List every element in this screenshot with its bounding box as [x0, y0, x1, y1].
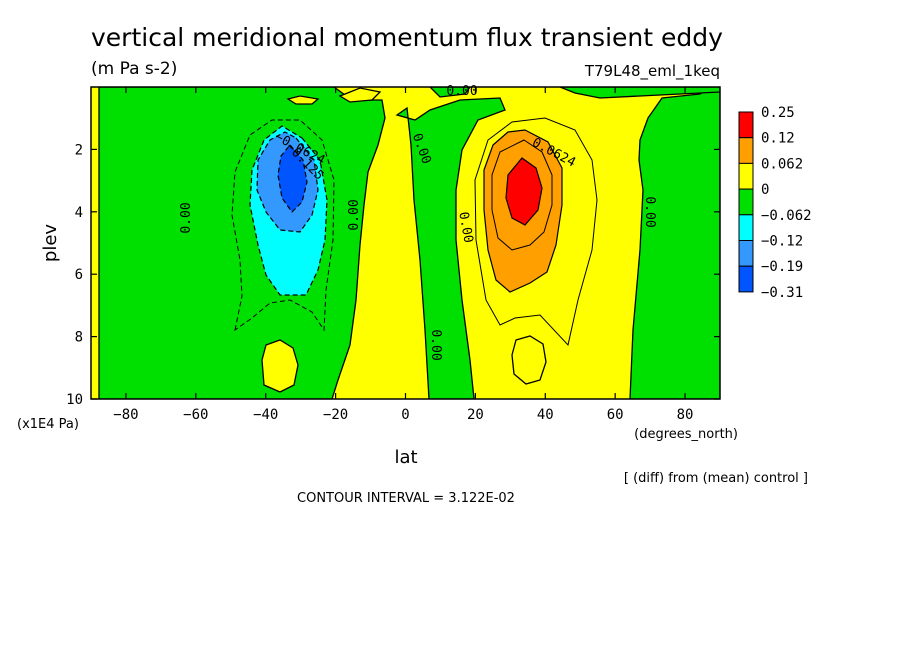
colorbar-swatch: [738, 188, 754, 216]
x-axis-units: (degrees_north): [634, 427, 738, 442]
x-tick-label: 40: [537, 407, 554, 423]
y-axis: 2 4 6 8 10: [66, 142, 720, 408]
x-tick-label: 20: [467, 407, 484, 423]
contour-label: 0.00: [455, 211, 475, 244]
region-blue-core: [277, 144, 308, 213]
contour-positive-outer: [474, 117, 598, 347]
colorbar: 0.25 0.12 0.062 0 −0.062 −0.12 −0.19 −0.31: [738, 105, 812, 301]
colorbar-label: −0.062: [761, 208, 812, 224]
region-green-top-right: [559, 87, 720, 99]
colorbar-swatch: [738, 111, 754, 139]
region-green-middle: [395, 97, 506, 399]
contour-label: 0.00: [179, 202, 194, 233]
colorbar-swatch: [738, 137, 754, 164]
x-tick-label: −80: [113, 407, 138, 423]
x-tick-label: 80: [677, 407, 694, 423]
region-green-north: [629, 87, 720, 399]
contour-label: 0.00: [347, 199, 362, 230]
y-axis-units: (x1E4 Pa): [17, 417, 79, 432]
colorbar-label: −0.19: [761, 259, 803, 275]
colorbar-swatch: [738, 265, 754, 293]
contour-negative-outer: [231, 119, 335, 332]
colorbar-label: 0: [761, 182, 769, 198]
colorbar-swatch: [738, 162, 754, 190]
chart-units: (m Pa s-2): [91, 59, 177, 79]
colorbar-label: 0.12: [761, 131, 795, 147]
contour-positive-inner: [491, 139, 553, 251]
region-red: [505, 157, 543, 226]
x-tick-label: 0: [401, 407, 409, 423]
region-green-top-small: [429, 87, 471, 98]
colorbar-label: 0.062: [761, 156, 803, 172]
run-label: T79L48_eml_1keq: [584, 62, 720, 81]
plot-area: [91, 87, 720, 399]
x-tick-label: −60: [183, 407, 208, 423]
x-axis: −80 −60 −40 −20 0 20 40 60 80: [113, 87, 693, 423]
x-tick-label: −20: [323, 407, 348, 423]
contour-label: 0.00: [642, 196, 657, 227]
contour-label: 0.00: [428, 329, 443, 360]
x-tick-label: 60: [607, 407, 624, 423]
y-tick-label: 10: [66, 392, 83, 408]
colorbar-label: −0.12: [761, 234, 803, 250]
y-tick-label: 2: [75, 142, 83, 158]
colorbar-swatch: [738, 240, 754, 267]
region-yellow-gap: [338, 87, 382, 103]
y-tick-label: 4: [75, 205, 83, 221]
y-tick-label: 8: [75, 330, 83, 346]
chart-title: vertical meridional momentum flux transi…: [91, 23, 723, 52]
contour-interval: CONTOUR INTERVAL = 3.122E-02: [297, 491, 515, 506]
y-tick-label: 6: [75, 267, 83, 283]
diff-note: [ (diff) from (mean) control ]: [624, 471, 808, 486]
colorbar-label: 0.25: [761, 105, 795, 121]
region-green-south: [98, 87, 386, 399]
region-yellow-top: [286, 95, 320, 105]
x-tick-label: −40: [253, 407, 278, 423]
region-yellow-island-right: [511, 335, 547, 385]
colorbar-label: −0.31: [761, 285, 803, 301]
x-axis-label: lat: [394, 447, 417, 468]
y-axis-label: plev: [40, 224, 61, 263]
colorbar-swatch: [738, 214, 754, 242]
region-yellow-island-left: [261, 339, 299, 393]
